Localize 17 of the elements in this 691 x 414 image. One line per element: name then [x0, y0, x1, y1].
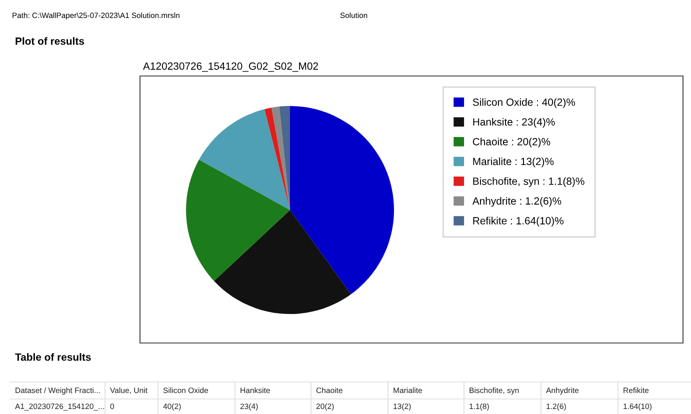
- legend-label: Anhydrite : 1.2(6)%: [472, 197, 562, 207]
- pie-slice: [186, 160, 290, 282]
- pie-slice: [264, 108, 290, 210]
- text: Plot of results: [16, 37, 84, 45]
- legend-label: Bischofite, syn : 1.1(8)%: [473, 177, 584, 187]
- text: Table of results: [15, 353, 91, 361]
- legend-label: Chaoite : 20(2)%: [472, 138, 550, 148]
- chart-title: A120230726_154120_G02_S02_M02: [143, 62, 318, 72]
- legend-label: Marialite : 13(2)%: [473, 157, 554, 168]
- pie-slice: [290, 106, 394, 294]
- legend-label: Refikite : 1.64(10)%: [473, 216, 564, 226]
- legend-label: Silicon Oxide : 40(2)%: [472, 98, 576, 108]
- pie-slice: [272, 106, 290, 210]
- pie-slice: [214, 210, 352, 314]
- pie-slice: [199, 109, 290, 210]
- pie-slice: [279, 106, 290, 210]
- legend-label: Hanksite : 23(4)%: [473, 118, 555, 128]
